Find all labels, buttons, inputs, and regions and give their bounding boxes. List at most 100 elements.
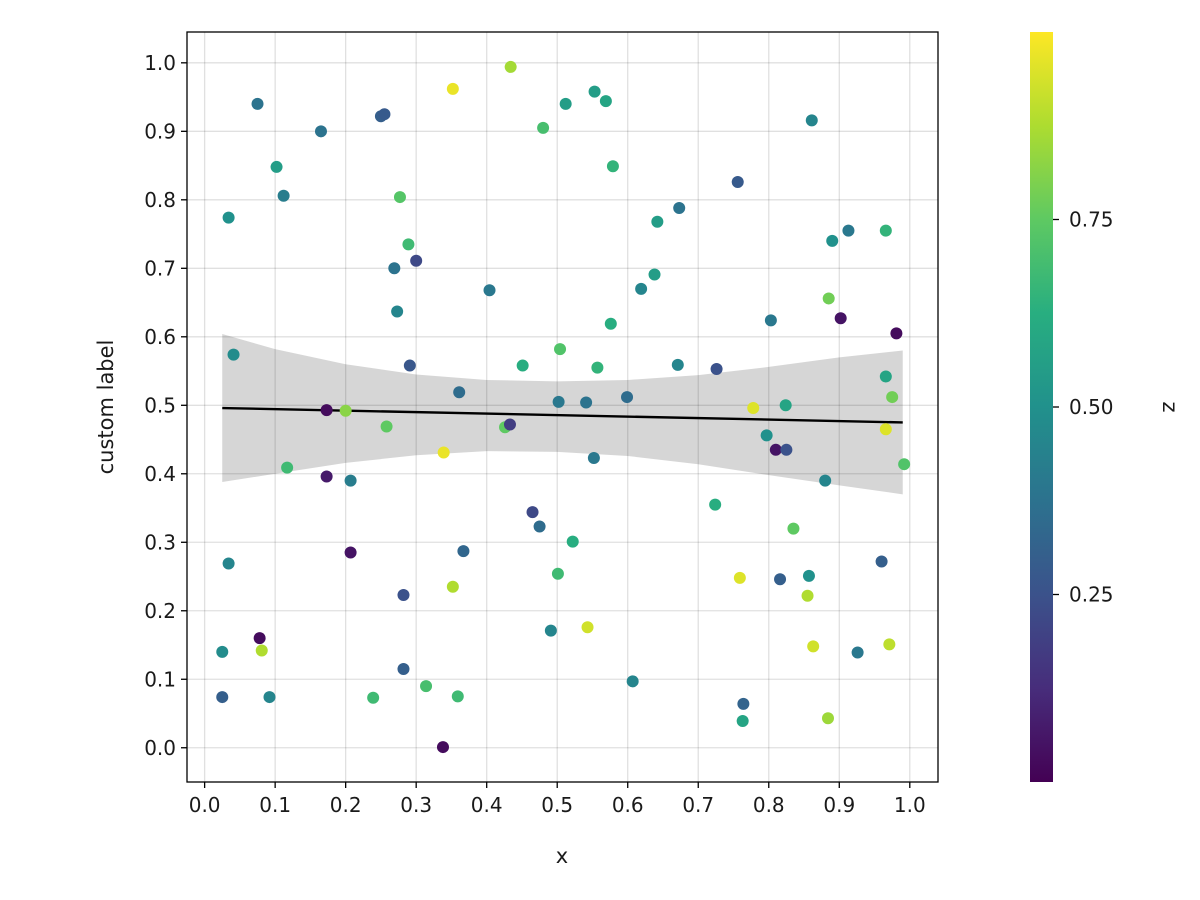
data-point <box>544 624 557 637</box>
data-point <box>393 191 406 204</box>
y-tick-label: 0.9 <box>144 119 176 143</box>
x-axis-ticks: 0.0 0.1 0.2 0.3 0.4 0.5 0.6 0.7 0.8 0.9 1.0 <box>189 782 926 817</box>
data-point <box>277 189 290 202</box>
data-point <box>801 589 814 602</box>
y-axis-label: custom label <box>94 340 118 475</box>
data-point <box>436 741 449 754</box>
data-point <box>747 402 760 415</box>
data-point <box>875 555 888 568</box>
data-point <box>378 108 391 121</box>
data-point <box>604 317 617 330</box>
data-point <box>671 358 684 371</box>
colorbar <box>1030 32 1053 782</box>
data-point <box>566 535 579 548</box>
data-point <box>851 646 864 659</box>
y-tick-label: 0.2 <box>144 599 176 623</box>
data-point <box>626 675 639 688</box>
data-point <box>504 60 517 73</box>
data-point <box>648 268 661 281</box>
data-point <box>533 520 546 533</box>
x-tick-label: 1.0 <box>894 793 926 817</box>
data-point <box>552 395 565 408</box>
data-point <box>551 567 564 580</box>
data-point <box>883 638 896 651</box>
plot-area-frame <box>186 31 939 783</box>
data-point <box>819 474 832 487</box>
data-point <box>559 97 572 110</box>
data-point <box>503 418 516 431</box>
data-point <box>805 114 818 127</box>
data-point <box>391 305 404 318</box>
y-axis-ticks: 0.0 0.1 0.2 0.3 0.4 0.5 0.6 0.7 0.8 0.9 1.0 <box>144 51 187 760</box>
data-point <box>709 498 722 511</box>
data-point <box>710 362 723 375</box>
y-tick-label: 0.5 <box>144 393 176 417</box>
grid-lines <box>187 32 938 782</box>
x-tick-label: 0.3 <box>400 793 432 817</box>
fit-line-layer <box>222 406 903 424</box>
data-point <box>344 474 357 487</box>
data-point <box>879 370 892 383</box>
data-point <box>263 691 276 704</box>
data-point <box>516 359 529 372</box>
data-point <box>764 314 777 327</box>
data-point <box>890 327 903 340</box>
data-point <box>635 282 648 295</box>
data-point <box>216 645 229 658</box>
colorbar-label: z <box>1158 401 1182 412</box>
data-point <box>886 391 899 404</box>
fit-line <box>222 406 903 424</box>
data-point <box>526 506 539 519</box>
y-tick-label: 0.3 <box>144 530 176 554</box>
data-point <box>822 292 835 305</box>
data-point <box>807 640 820 653</box>
x-tick-label: 0.1 <box>259 793 291 817</box>
data-point <box>787 522 800 535</box>
data-point <box>397 589 410 602</box>
data-point <box>320 470 333 483</box>
data-point <box>222 211 235 224</box>
data-point <box>253 632 266 645</box>
data-point <box>587 452 600 465</box>
data-point <box>403 359 416 372</box>
y-tick-label: 0.6 <box>144 325 176 349</box>
colorbar-tick-label: 0.50 <box>1069 395 1114 419</box>
data-point <box>779 399 792 412</box>
data-point <box>255 644 268 657</box>
data-point <box>320 404 333 417</box>
data-point <box>554 343 567 356</box>
data-point <box>446 580 459 593</box>
data-point <box>599 95 612 108</box>
data-point <box>780 443 793 456</box>
scatter-points <box>216 60 911 754</box>
data-point <box>879 423 892 436</box>
data-point <box>737 697 750 710</box>
x-tick-label: 0.0 <box>189 793 221 817</box>
data-point <box>420 680 433 693</box>
data-point <box>606 160 619 173</box>
data-point <box>402 238 415 251</box>
x-tick-label: 0.8 <box>753 793 785 817</box>
data-point <box>733 571 746 584</box>
data-point <box>580 396 593 409</box>
data-point <box>410 254 423 267</box>
data-point <box>591 361 604 374</box>
x-tick-label: 0.4 <box>471 793 503 817</box>
data-point <box>879 224 892 237</box>
data-point <box>314 125 327 138</box>
y-tick-label: 0.4 <box>144 462 176 486</box>
data-point <box>388 262 401 275</box>
y-tick-label: 0.1 <box>144 667 176 691</box>
data-point <box>537 121 550 134</box>
data-point <box>731 176 744 188</box>
data-point <box>760 429 773 442</box>
data-point <box>898 458 911 471</box>
data-point <box>451 690 464 703</box>
x-tick-label: 0.9 <box>823 793 855 817</box>
colorbar-tick-label: 0.75 <box>1069 208 1114 232</box>
y-tick-label: 0.7 <box>144 256 176 280</box>
data-point <box>227 348 240 361</box>
data-point <box>842 224 855 237</box>
data-point <box>270 160 283 173</box>
